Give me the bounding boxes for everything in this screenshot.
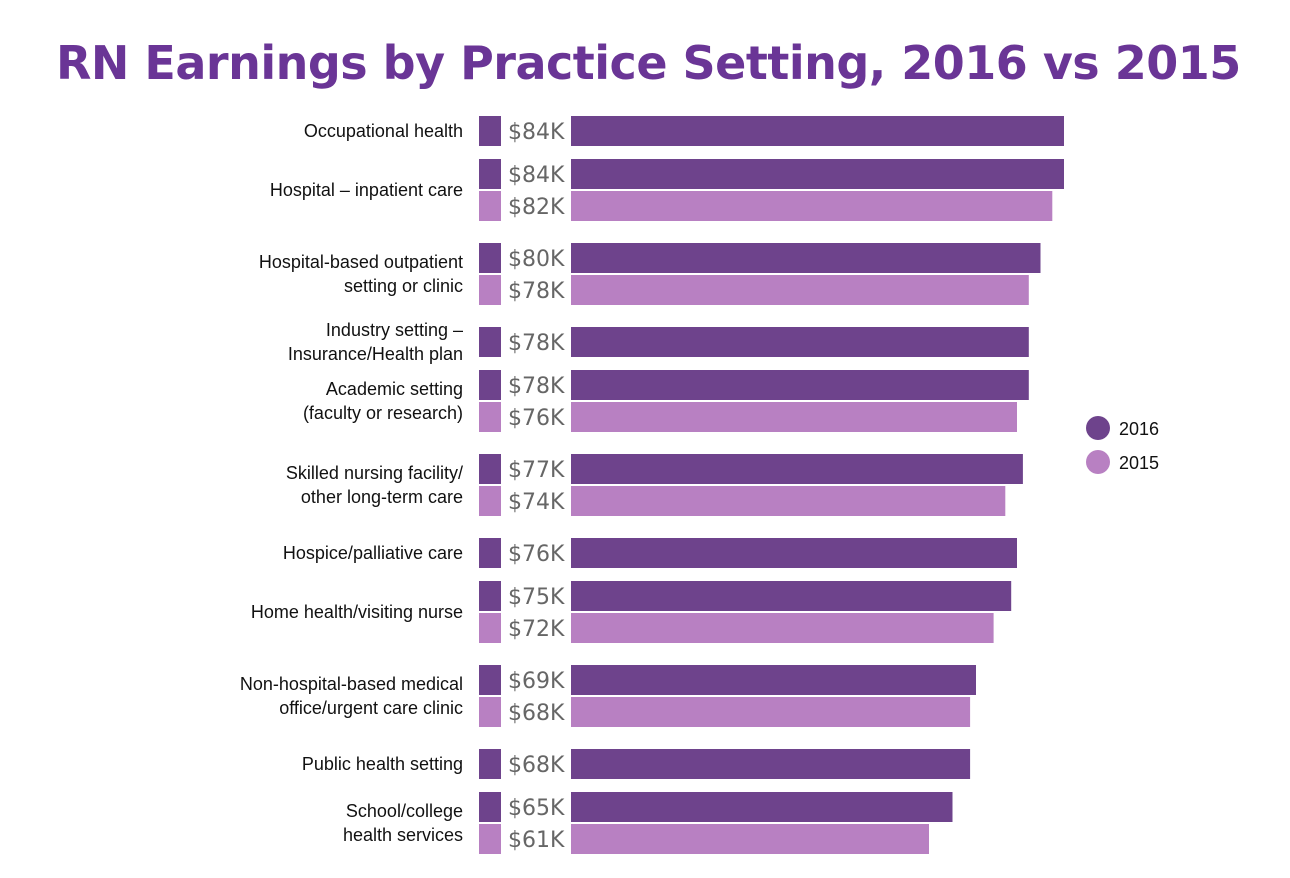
bar-swatch-2016-2 [479, 243, 501, 273]
bars-layer [479, 116, 1064, 854]
bar-swatch-2015-2 [479, 275, 501, 305]
bar-swatch-2016-1 [479, 159, 501, 189]
bar-2016-6 [571, 538, 1017, 568]
category-label-7: Home health/visiting nurse [251, 602, 463, 622]
bar-2015-8 [571, 697, 971, 727]
bar-2015-4 [571, 402, 1017, 432]
bar-2015-7 [571, 613, 994, 643]
category-label-10: School/college health services [343, 801, 463, 845]
bar-2016-9 [571, 749, 971, 779]
value-label-2016-2: $80K [508, 247, 565, 272]
bar-swatch-2016-10 [479, 792, 501, 822]
bar-swatch-2015-1 [479, 191, 501, 221]
bar-swatch-2015-8 [479, 697, 501, 727]
legend-label-2015: 2015 [1119, 453, 1159, 473]
category-label-6: Hospice/palliative care [283, 543, 463, 563]
bar-2016-3 [571, 327, 1029, 357]
value-label-2015-10: $61K [508, 828, 565, 853]
bar-swatch-2015-7 [479, 613, 501, 643]
category-label-3: Industry setting – Insurance/Health plan [288, 320, 463, 364]
value-label-2016-4: $78K [508, 374, 565, 399]
bar-swatch-2016-8 [479, 665, 501, 695]
value-label-2015-1: $82K [508, 195, 565, 220]
value-label-2016-1: $84K [508, 163, 565, 188]
bar-swatch-2016-0 [479, 116, 501, 146]
bar-2016-1 [571, 159, 1064, 189]
bar-swatch-2015-5 [479, 486, 501, 516]
category-label-5: Skilled nursing facility/other long-term… [286, 463, 463, 507]
category-label-1: Hospital – inpatient care [270, 180, 463, 200]
value-label-2015-2: $78K [508, 279, 565, 304]
value-label-2016-7: $75K [508, 585, 565, 610]
value-label-2016-8: $69K [508, 669, 565, 694]
legend-label-2016: 2016 [1119, 419, 1159, 439]
bar-2015-5 [571, 486, 1006, 516]
bar-swatch-2016-6 [479, 538, 501, 568]
value-label-2015-7: $72K [508, 617, 565, 642]
bar-2015-10 [571, 824, 929, 854]
value-label-2016-5: $77K [508, 458, 565, 483]
bar-swatch-2015-10 [479, 824, 501, 854]
bar-swatch-2016-4 [479, 370, 501, 400]
category-label-2: Hospital-based outpatient setting or clin… [259, 252, 463, 296]
bar-2016-2 [571, 243, 1041, 273]
value-label-2015-8: $68K [508, 701, 565, 726]
bar-2015-1 [571, 191, 1053, 221]
category-label-8: Non-hospital-based medical office/urgent … [240, 674, 463, 718]
value-label-2016-6: $76K [508, 542, 565, 567]
value-label-2016-9: $68K [508, 753, 565, 778]
legend-marker-2016 [1086, 416, 1110, 440]
bar-2016-0 [571, 116, 1064, 146]
value-label-2016-3: $78K [508, 331, 565, 356]
category-label-9: Public health setting [302, 754, 463, 774]
value-label-2016-0: $84K [508, 120, 565, 145]
bar-swatch-2015-4 [479, 402, 501, 432]
bar-2016-8 [571, 665, 976, 695]
bar-2016-7 [571, 581, 1012, 611]
bar-2016-5 [571, 454, 1023, 484]
legend: 2016 2015 [1086, 416, 1159, 474]
bar-swatch-2016-5 [479, 454, 501, 484]
bar-swatch-2016-3 [479, 327, 501, 357]
value-label-2015-5: $74K [508, 490, 565, 515]
value-label-2015-4: $76K [508, 406, 565, 431]
value-label-2016-10: $65K [508, 796, 565, 821]
bar-swatch-2016-7 [479, 581, 501, 611]
labels-layer: $84K Occupational health $84K $82K Hospital … [240, 120, 565, 853]
bar-2016-10 [571, 792, 953, 822]
bar-swatch-2016-9 [479, 749, 501, 779]
category-label-4: Academic setting (faculty or research) [303, 379, 463, 423]
category-label-0: Occupational health [304, 121, 463, 141]
legend-marker-2015 [1086, 450, 1110, 474]
bar-2015-2 [571, 275, 1029, 305]
bar-2016-4 [571, 370, 1029, 400]
chart-title: RN Earnings by Practice Setting, 2016 vs… [56, 36, 1241, 90]
